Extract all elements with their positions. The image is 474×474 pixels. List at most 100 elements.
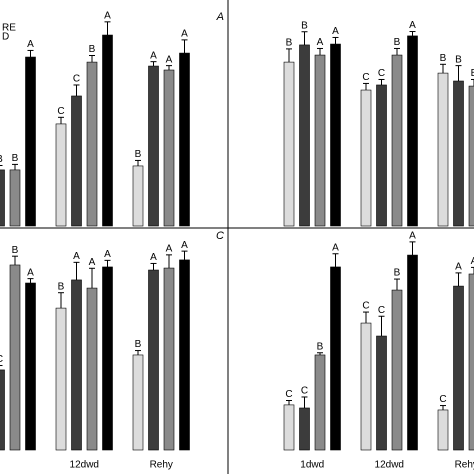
x-tick-label: Rehy — [150, 460, 173, 471]
significance-letter: C — [73, 74, 80, 85]
bar — [55, 123, 67, 227]
significance-letter: C — [0, 354, 3, 365]
bar — [179, 52, 190, 227]
significance-letter: C — [57, 106, 64, 117]
significance-letter: B — [135, 339, 142, 350]
bar — [179, 259, 190, 451]
significance-letter: B — [89, 44, 96, 55]
significance-letter: A — [73, 251, 80, 262]
significance-letter: B — [0, 154, 3, 165]
bar — [391, 54, 403, 227]
bar — [314, 54, 326, 227]
bar — [25, 56, 36, 227]
legend-text: RE — [2, 23, 16, 34]
bar — [132, 165, 144, 227]
bar — [71, 95, 82, 227]
significance-letter: B — [301, 20, 308, 31]
panel-label: C — [216, 230, 224, 242]
significance-letter: A — [166, 54, 173, 65]
significance-letter: C — [301, 386, 308, 397]
significance-letter: A — [27, 39, 34, 50]
bar — [25, 282, 36, 451]
bar — [86, 287, 98, 451]
significance-letter: B — [12, 153, 19, 164]
bar — [453, 285, 464, 451]
legend-text: D — [2, 32, 9, 43]
panel: CBBCABBAAAARED — [0, 10, 190, 227]
significance-letter: A — [332, 242, 339, 253]
significance-letter: A — [181, 240, 188, 251]
significance-letter: C — [439, 394, 446, 405]
significance-letter: A — [104, 10, 111, 21]
significance-letter: A — [332, 26, 339, 37]
bar — [330, 266, 341, 451]
significance-letter: C — [285, 389, 292, 400]
bar — [163, 69, 175, 227]
bar — [102, 266, 113, 451]
significance-letter: B — [394, 37, 401, 48]
bar — [437, 409, 449, 451]
bar — [132, 354, 144, 451]
significance-letter: A — [317, 37, 324, 48]
bar — [148, 65, 159, 227]
bar — [360, 89, 372, 227]
significance-letter: B — [58, 281, 65, 292]
significance-letter: B — [135, 149, 142, 160]
significance-letter: B — [455, 54, 462, 65]
bar — [360, 322, 372, 451]
significance-letter: A — [104, 249, 111, 260]
significance-letter: A — [181, 29, 188, 40]
bar — [453, 80, 464, 227]
bar — [0, 369, 5, 451]
significance-letter: B — [440, 53, 447, 64]
bar — [283, 404, 295, 451]
significance-letter: B — [317, 341, 324, 352]
bar — [299, 44, 310, 227]
bar — [283, 61, 295, 227]
bar — [86, 61, 98, 227]
bar — [314, 354, 326, 451]
x-tick-label: Rehy — [455, 460, 474, 471]
bar — [148, 269, 159, 451]
bar — [376, 335, 387, 451]
bar — [299, 407, 310, 451]
bar — [163, 267, 175, 451]
panel: BCBBCBABBAA — [283, 20, 474, 227]
significance-letter: C — [378, 68, 385, 79]
significance-letter: A — [27, 267, 34, 278]
significance-letter: A — [455, 262, 462, 273]
bar — [407, 35, 418, 227]
significance-letter: A — [89, 257, 96, 268]
bar — [71, 279, 82, 451]
bar — [9, 169, 21, 227]
bar — [468, 85, 474, 227]
significance-letter: A — [409, 20, 416, 31]
bar — [102, 34, 113, 227]
significance-letter: A — [471, 256, 474, 267]
x-tick-label: 12dwd — [375, 460, 404, 471]
bar — [407, 254, 418, 451]
significance-letter: A — [150, 50, 157, 61]
x-tick-label: 12dwd — [70, 460, 99, 471]
panel-label: A — [216, 11, 224, 23]
significance-letter: B — [12, 245, 19, 256]
significance-letter: A — [166, 244, 173, 255]
panel: CCCCCABBAAA1dwd12dwdRehy — [283, 231, 474, 471]
x-tick-label: 1dwd — [300, 460, 324, 471]
significance-letter: B — [394, 268, 401, 279]
significance-letter: A — [409, 231, 416, 242]
panel: BBCAABAAAAA12dwdRehy — [0, 240, 190, 471]
bar — [376, 84, 387, 227]
bar — [468, 273, 474, 451]
significance-letter: C — [362, 72, 369, 83]
bar — [437, 72, 449, 227]
significance-letter: C — [378, 305, 385, 316]
bar — [55, 307, 67, 451]
significance-letter: B — [471, 68, 474, 79]
significance-letter: A — [150, 252, 157, 263]
significance-letter: B — [286, 38, 293, 49]
significance-letter: C — [362, 301, 369, 312]
bar — [330, 43, 341, 227]
